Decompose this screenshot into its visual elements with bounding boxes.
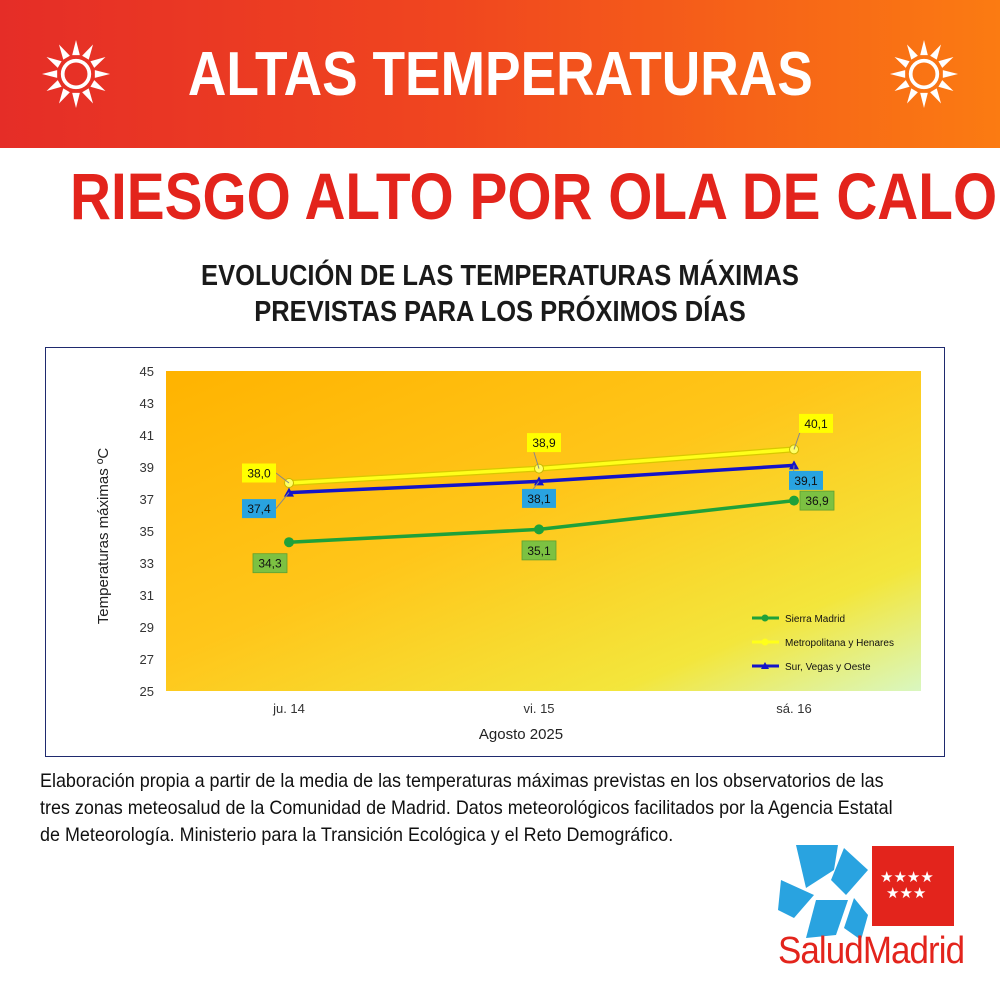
chart-heading-line-1: EVOLUCIÓN DE LAS TEMPERATURAS MÁXIMAS: [201, 260, 799, 292]
data-point: [534, 463, 544, 474]
x-tick-label: sá. 16: [776, 701, 811, 716]
data-point: [534, 476, 544, 486]
svg-text:★★★★: ★★★★: [880, 868, 934, 886]
x-tick-label: vi. 15: [523, 701, 554, 716]
data-point: [789, 495, 799, 506]
chart-source-note: Elaboración propia a partir de la media …: [40, 770, 893, 846]
data-label-box: [799, 490, 835, 511]
y-tick-label: 37: [140, 492, 154, 507]
y-tick-label: 45: [140, 364, 154, 379]
data-label: 37,4: [247, 502, 271, 516]
chart-heading-line-2: PREVISTAS PARA LOS PRÓXIMOS DÍAS: [254, 296, 746, 328]
sun-icon: [41, 39, 110, 109]
y-tick-label: 39: [140, 460, 154, 475]
data-label: 38,9: [532, 436, 556, 450]
data-label: 38,1: [527, 492, 551, 506]
data-label-box: [242, 499, 276, 519]
data-label-leader: [275, 472, 290, 484]
data-label-box: [789, 470, 823, 490]
data-label-box: [799, 413, 833, 433]
y-tick-label: 29: [140, 620, 154, 635]
chart-heading: EVOLUCIÓN DE LAS TEMPERATURAS MÁXIMAS PR…: [60, 258, 940, 330]
data-label-box: [527, 433, 561, 453]
data-label-leader: [275, 492, 290, 509]
data-label: 40,1: [804, 417, 828, 431]
legend-label: Sur, Vegas y Oeste: [785, 662, 871, 673]
y-tick-label: 33: [140, 556, 154, 571]
y-tick-label: 31: [140, 588, 154, 603]
data-label: 38,0: [247, 467, 271, 481]
chart-frame: 25 27 29 31 33 35 37 39 41 43 45 ju. 14 vi. 15 sá. 1…: [45, 347, 945, 757]
y-tick-label: 35: [140, 524, 154, 539]
x-axis-label: Agosto 2025: [479, 726, 563, 743]
y-tick-label: 43: [140, 396, 154, 411]
legend-marker: [761, 662, 769, 669]
y-axis-label: Temperaturas máximas ºC: [95, 448, 112, 625]
header-banner: ALTAS TEMPERATURAS: [0, 0, 1000, 148]
legend-marker: [761, 638, 769, 646]
data-label-box: [242, 463, 276, 483]
data-point: [284, 487, 294, 497]
y-tick-label: 27: [140, 652, 154, 667]
alert-title: RIESGO ALTO POR OLA DE CALOR: [70, 159, 1000, 233]
data-label-box: [521, 540, 557, 561]
svg-text:★★★: ★★★: [886, 884, 926, 902]
y-tick-label: 25: [140, 684, 154, 699]
data-label: 34,3: [258, 557, 282, 571]
legend-label: Sierra Madrid: [785, 614, 845, 625]
legend-marker: [761, 614, 769, 622]
salud-madrid-logo: ★★★★ ★★★: [778, 845, 954, 940]
data-label: 39,1: [794, 474, 818, 488]
data-label-box: [252, 553, 288, 574]
salud-madrid-wordmark: SaludMadrid: [778, 930, 965, 972]
banner-title: ALTAS TEMPERATURAS: [187, 39, 813, 109]
x-tick-label: ju. 14: [272, 701, 305, 716]
temperature-line-chart: 25 27 29 31 33 35 37 39 41 43 45 ju. 14 vi. 15 sá. 1…: [95, 364, 921, 743]
sun-icon: [890, 39, 959, 109]
data-label: 36,9: [805, 494, 829, 508]
y-tick-label: 41: [140, 428, 154, 443]
data-point: [284, 537, 294, 548]
legend-label: Metropolitana y Henares: [785, 638, 894, 649]
data-label: 35,1: [527, 544, 551, 558]
data-point: [534, 524, 544, 535]
data-label-box: [522, 488, 556, 508]
data-point: [789, 460, 799, 470]
